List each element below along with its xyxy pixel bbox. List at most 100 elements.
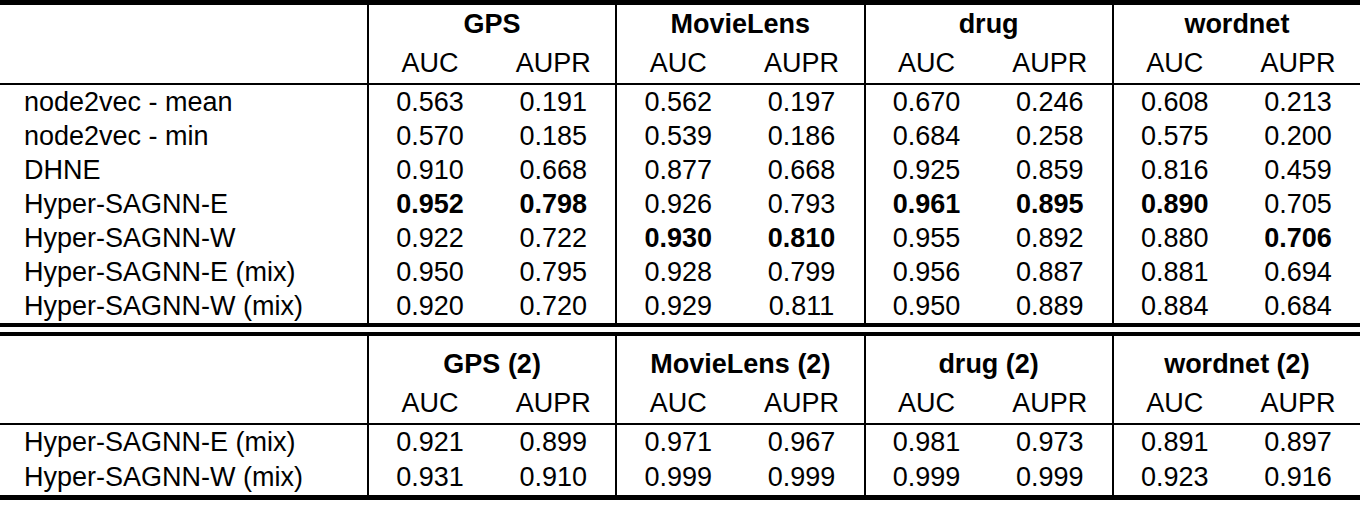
method-name: Hyper-SAGNN-W — [0, 221, 367, 255]
metric-header: AUPR — [988, 383, 1112, 423]
method-name: node2vec - mean — [0, 85, 367, 119]
metric-value: 0.920 — [367, 289, 491, 323]
method-name: Hyper-SAGNN-W (mix) — [0, 460, 367, 495]
corner-cell — [0, 5, 367, 43]
metric-value: 0.999 — [988, 460, 1112, 495]
metric-value: 0.720 — [491, 289, 615, 323]
dataset-group-header: GPS (2) — [367, 336, 615, 383]
metric-value: 0.930 — [615, 221, 739, 255]
metric-value: 0.563 — [367, 85, 491, 119]
metric-value: 0.186 — [739, 119, 863, 153]
metric-header: AUPR — [491, 43, 615, 83]
results-table-1: GPS MovieLens drug wordnet AUC AUPR AUC … — [0, 5, 1360, 323]
metric-value: 0.925 — [864, 153, 988, 187]
dataset-group-header: MovieLens (2) — [615, 336, 863, 383]
metric-value: 0.887 — [988, 255, 1112, 289]
metric-header: AUPR — [739, 43, 863, 83]
metric-value: 0.926 — [615, 187, 739, 221]
metric-value: 0.889 — [988, 289, 1112, 323]
metric-value: 0.910 — [367, 153, 491, 187]
metric-value: 0.197 — [739, 85, 863, 119]
metric-value: 0.706 — [1236, 221, 1360, 255]
metric-value: 0.950 — [367, 255, 491, 289]
metric-value: 0.922 — [367, 221, 491, 255]
metric-value: 0.891 — [1112, 425, 1236, 460]
metric-value: 0.961 — [864, 187, 988, 221]
metric-value: 0.923 — [1112, 460, 1236, 495]
metric-value: 0.668 — [739, 153, 863, 187]
method-name: Hyper-SAGNN-E (mix) — [0, 255, 367, 289]
dataset-group-header: drug (2) — [864, 336, 1112, 383]
metric-value: 0.570 — [367, 119, 491, 153]
metric-value: 0.859 — [988, 153, 1112, 187]
metric-value: 0.877 — [615, 153, 739, 187]
dataset-group-header: drug — [864, 5, 1112, 43]
corner-cell — [0, 383, 367, 423]
dataset-group-header: wordnet — [1112, 5, 1360, 43]
metric-value: 0.799 — [739, 255, 863, 289]
metric-value: 0.916 — [1236, 460, 1360, 495]
metric-header: AUC — [367, 43, 491, 83]
metric-value: 0.705 — [1236, 187, 1360, 221]
method-name: node2vec - min — [0, 119, 367, 153]
metric-value: 0.881 — [1112, 255, 1236, 289]
metric-value: 0.684 — [864, 119, 988, 153]
metric-value: 0.200 — [1236, 119, 1360, 153]
corner-cell — [0, 336, 367, 383]
metric-value: 0.999 — [864, 460, 988, 495]
metric-value: 0.973 — [988, 425, 1112, 460]
table-separator-double-rule — [0, 323, 1360, 336]
dataset-group-header: wordnet (2) — [1112, 336, 1360, 383]
metric-value: 0.956 — [864, 255, 988, 289]
metric-value: 0.950 — [864, 289, 988, 323]
metric-value: 0.816 — [1112, 153, 1236, 187]
bottom-rule — [0, 495, 1360, 500]
metric-header: AUC — [864, 383, 988, 423]
metric-value: 0.895 — [988, 187, 1112, 221]
metric-value: 0.928 — [615, 255, 739, 289]
metric-value: 0.575 — [1112, 119, 1236, 153]
metric-header: AUPR — [739, 383, 863, 423]
metric-value: 0.921 — [367, 425, 491, 460]
metric-value: 0.722 — [491, 221, 615, 255]
metric-value: 0.668 — [491, 153, 615, 187]
metric-value: 0.967 — [739, 425, 863, 460]
metric-header: AUPR — [988, 43, 1112, 83]
metric-header: AUPR — [1236, 43, 1360, 83]
method-name: Hyper-SAGNN-E — [0, 187, 367, 221]
metric-value: 0.890 — [1112, 187, 1236, 221]
metric-value: 0.880 — [1112, 221, 1236, 255]
metric-value: 0.999 — [739, 460, 863, 495]
metric-header: AUPR — [1236, 383, 1360, 423]
metric-value: 0.694 — [1236, 255, 1360, 289]
corner-cell — [0, 43, 367, 83]
metric-header: AUC — [367, 383, 491, 423]
metric-value: 0.999 — [615, 460, 739, 495]
metric-value: 0.258 — [988, 119, 1112, 153]
metric-value: 0.897 — [1236, 425, 1360, 460]
metric-value: 0.191 — [491, 85, 615, 119]
metric-value: 0.884 — [1112, 289, 1236, 323]
method-name: Hyper-SAGNN-W (mix) — [0, 289, 367, 323]
method-name: DHNE — [0, 153, 367, 187]
metric-value: 0.811 — [739, 289, 863, 323]
metric-value: 0.899 — [491, 425, 615, 460]
metric-header: AUC — [864, 43, 988, 83]
method-name: Hyper-SAGNN-E (mix) — [0, 425, 367, 460]
paper-results-page: GPS MovieLens drug wordnet AUC AUPR AUC … — [0, 0, 1360, 505]
metric-value: 0.185 — [491, 119, 615, 153]
metric-value: 0.793 — [739, 187, 863, 221]
metric-value: 0.684 — [1236, 289, 1360, 323]
metric-value: 0.539 — [615, 119, 739, 153]
metric-value: 0.798 — [491, 187, 615, 221]
metric-value: 0.562 — [615, 85, 739, 119]
metric-header: AUC — [615, 43, 739, 83]
metric-header: AUPR — [491, 383, 615, 423]
metric-value: 0.213 — [1236, 85, 1360, 119]
metric-value: 0.955 — [864, 221, 988, 255]
metric-value: 0.981 — [864, 425, 988, 460]
dataset-group-header: MovieLens — [615, 5, 863, 43]
metric-header: AUC — [1112, 383, 1236, 423]
metric-value: 0.459 — [1236, 153, 1360, 187]
dataset-group-header: GPS — [367, 5, 615, 43]
